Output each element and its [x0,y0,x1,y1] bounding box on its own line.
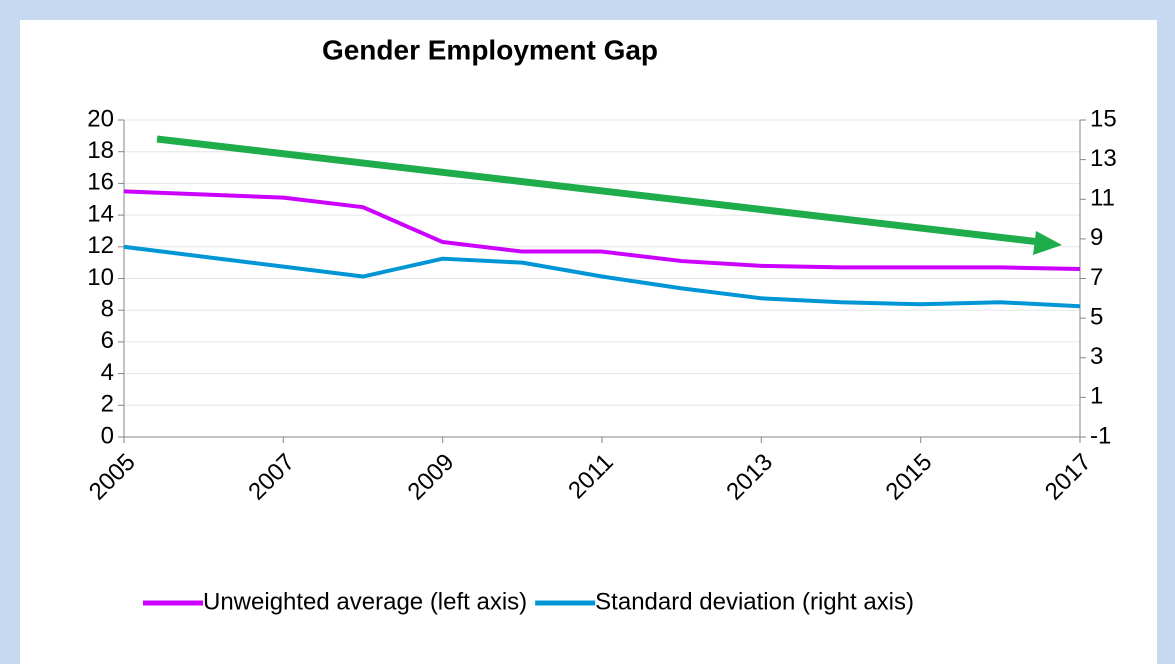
arrow-shaft [156,135,1041,246]
y-tick-label: 6 [101,327,114,354]
y-tick-label: 12 [87,232,114,259]
y2-tick-label: 15 [1090,105,1117,132]
legend-label: Standard deviation (right axis) [595,588,914,615]
y-tick-label: 0 [101,422,114,449]
y-tick-label: 8 [101,296,114,323]
arrow-head [1033,231,1062,255]
legend: Unweighted average (left axis) Standard d… [143,588,914,615]
y2-tick-label: 9 [1090,224,1103,251]
y-tick-label: 14 [87,200,114,227]
series-line [123,244,1081,309]
y-tick-label: 16 [87,169,114,196]
series-line [123,189,1081,271]
chart-title: Gender Employment Gap [322,34,658,65]
y-tick-label: 10 [87,264,114,291]
y-tick-label: 18 [87,137,114,164]
trend-arrow [156,135,1062,255]
y2-tick-label: 13 [1090,145,1117,172]
y-tick-label: 20 [87,105,114,132]
y2-tick-label: 1 [1090,383,1103,410]
legend-label: Unweighted average (left axis) [203,588,527,615]
y-tick-label: 4 [101,359,114,386]
y2-tick-label: -1 [1090,422,1111,449]
y-tick-label: 2 [101,391,114,418]
y2-tick-label: 3 [1090,343,1103,370]
y2-tick-label: 5 [1090,303,1103,330]
y2-tick-label: 7 [1090,264,1103,291]
y2-tick-label: 11 [1090,185,1115,212]
